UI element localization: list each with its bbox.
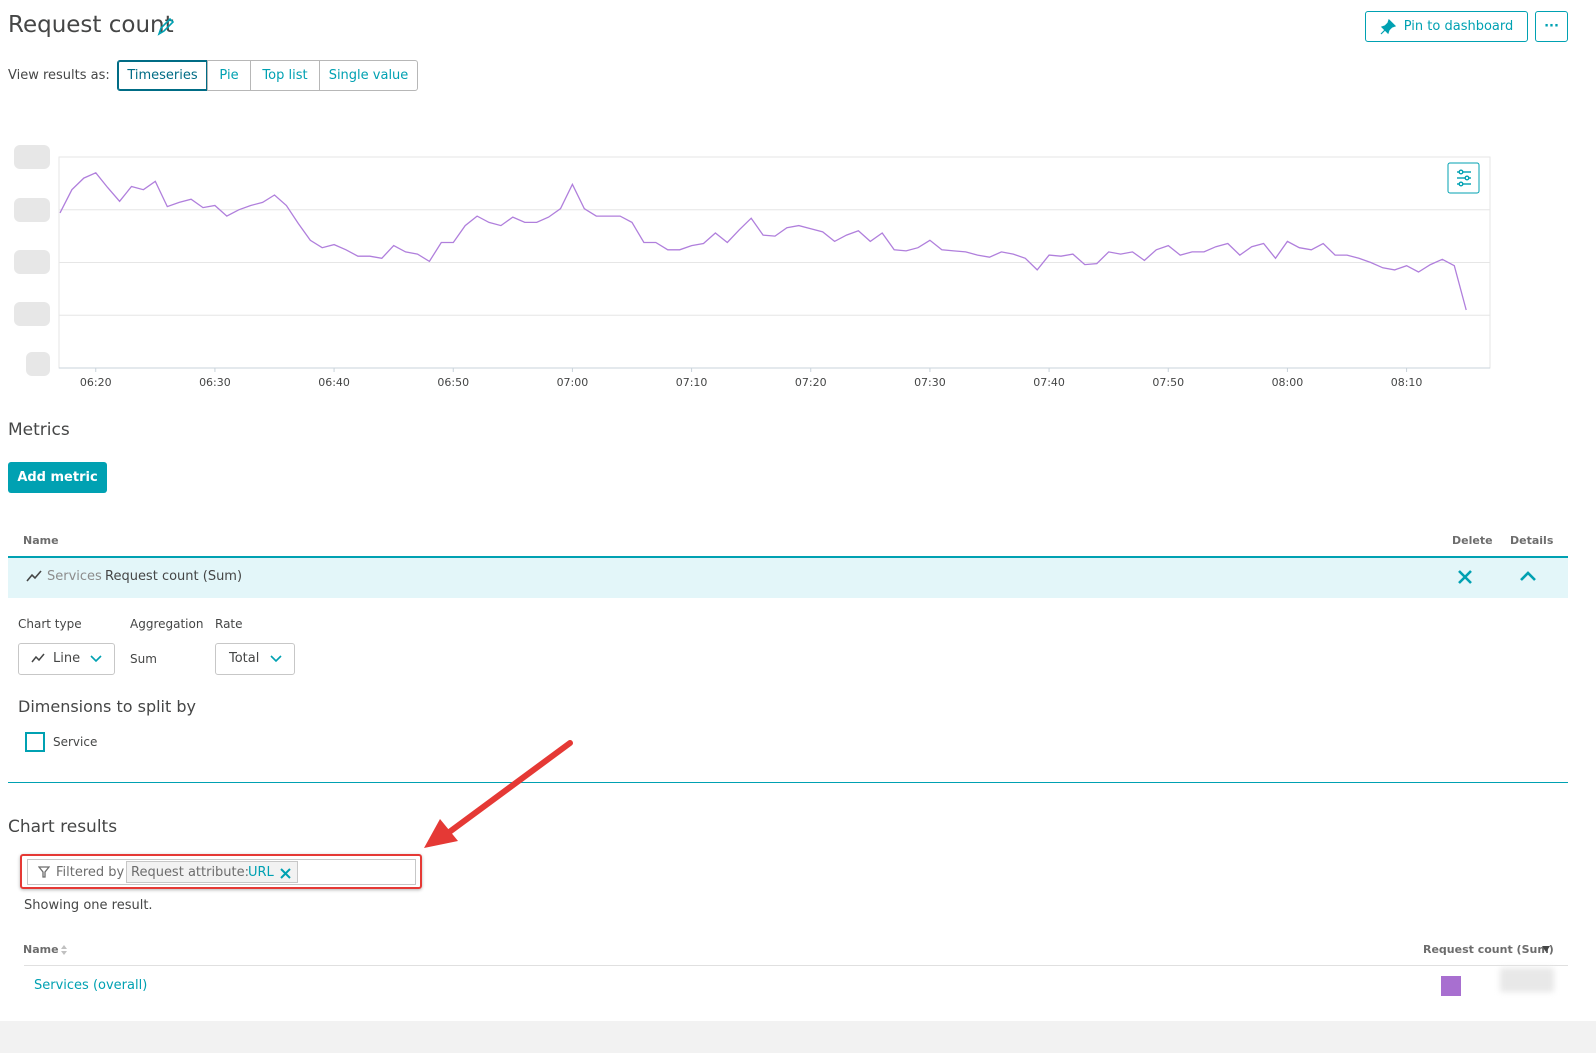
filter-input[interactable] [27, 859, 416, 885]
x-tick-label: 08:10 [1391, 376, 1423, 389]
rate-select[interactable] [215, 643, 295, 675]
x-tick-label: 06:30 [199, 376, 231, 389]
x-tick-label: 06:50 [437, 376, 469, 389]
annotation-arrow [424, 740, 573, 848]
x-tick-label: 07:40 [1033, 376, 1065, 389]
series-swatch [1441, 976, 1461, 996]
dimensions-title: Dimensions to split by [18, 697, 196, 716]
divider [8, 782, 1568, 783]
settings-icon [1457, 169, 1471, 187]
col-name: Name [23, 534, 59, 547]
aggregation-value: Sum [130, 652, 157, 666]
x-tick-label: 07:30 [914, 376, 946, 389]
pin-icon [1380, 18, 1396, 34]
tab-single-value[interactable]: Single value [319, 60, 418, 91]
metric-row[interactable] [8, 556, 1568, 598]
col-details: Details [1510, 534, 1554, 547]
highlight-box [20, 854, 422, 889]
add-metric-button[interactable]: Add metric [8, 462, 107, 493]
more-button[interactable]: ··· [1535, 11, 1568, 42]
sort-icon[interactable] [60, 944, 68, 956]
col-delete: Delete [1452, 534, 1493, 547]
filter-value: URL [248, 865, 274, 880]
filter-label: Filtered by [56, 865, 125, 880]
x-tick-label: 07:50 [1152, 376, 1184, 389]
series-line [59, 172, 1467, 311]
chart-type-select[interactable] [18, 643, 115, 675]
chart-type-value: Line [53, 651, 81, 666]
chart-type-label: Chart type [18, 617, 82, 631]
pin-button[interactable]: Pin to dashboard [1365, 11, 1528, 42]
x-tick-label: 06:20 [80, 376, 112, 389]
results-title: Chart results [8, 817, 118, 837]
chevron-down [270, 655, 282, 663]
blurred-y-labels [14, 145, 50, 376]
collapse-icon[interactable] [1519, 570, 1537, 582]
filter-key: Request attribute: [131, 865, 250, 880]
x-tick-label: 07:20 [795, 376, 827, 389]
x-tick-label: 06:40 [318, 376, 350, 389]
metric-name: Request count (Sum) [105, 569, 243, 584]
filter-chip[interactable] [126, 861, 298, 883]
view-label: View results as: [8, 68, 110, 83]
line-icon [31, 653, 45, 663]
blurred-value [1500, 968, 1554, 992]
filter-icon [38, 866, 50, 878]
edit-icon[interactable] [156, 17, 174, 37]
chart: 06:20 06:30 06:40 06:50 07:00 07:10 07:20 07:30… [14, 145, 1491, 389]
x-tick-label: 08:00 [1272, 376, 1304, 389]
results-col-value: Request count (Sum) [1423, 943, 1554, 956]
x-tick-label: 07:10 [676, 376, 708, 389]
page-title: Request count [8, 12, 174, 38]
rate-value: Total [229, 651, 260, 666]
metrics-title: Metrics [8, 420, 70, 440]
x-tick-label: 07:00 [557, 376, 589, 389]
tab-pie[interactable]: Pie [207, 60, 251, 91]
footer-bar [0, 1021, 1596, 1053]
dimension-option: Service [53, 735, 98, 749]
row-divider [24, 965, 1568, 966]
chevron-down [90, 655, 102, 663]
aggregation-label: Aggregation [130, 617, 204, 631]
rate-label: Rate [215, 617, 243, 631]
results-summary: Showing one result. [24, 898, 153, 913]
line-icon [26, 570, 42, 582]
metric-source: Services [47, 569, 102, 584]
results-col-name: Name [23, 943, 59, 956]
remove-filter-icon[interactable] [280, 868, 291, 879]
pin-label: Pin to dashboard [1403, 19, 1514, 34]
result-name[interactable]: Services (overall) [34, 978, 148, 993]
tab-top-list[interactable]: Top list [250, 60, 320, 91]
tab-timeseries[interactable]: Timeseries [117, 60, 208, 91]
delete-icon[interactable] [1457, 569, 1473, 585]
checkbox[interactable] [25, 732, 45, 752]
sort-desc-icon[interactable] [1542, 946, 1550, 952]
